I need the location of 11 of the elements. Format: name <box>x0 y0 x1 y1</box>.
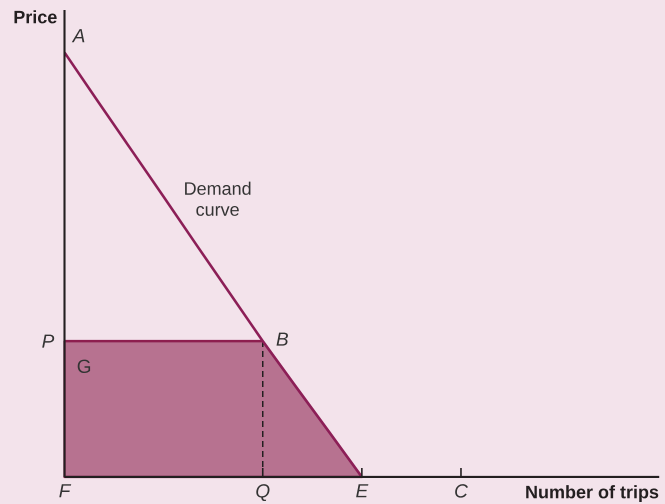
annotation: B <box>276 332 288 346</box>
x-tick-label: C <box>455 484 468 498</box>
x-tick-label: Q <box>256 484 270 502</box>
x-axis-title: Number of trips <box>526 485 658 502</box>
annotation: A <box>72 29 84 42</box>
x-tick-label: E <box>356 484 368 498</box>
annotation: G <box>78 360 90 374</box>
y-axis-title: Price <box>14 10 57 24</box>
annotation: P <box>42 334 54 348</box>
x-tick-label: F <box>59 484 72 498</box>
series-label: Demand curve <box>185 182 250 216</box>
